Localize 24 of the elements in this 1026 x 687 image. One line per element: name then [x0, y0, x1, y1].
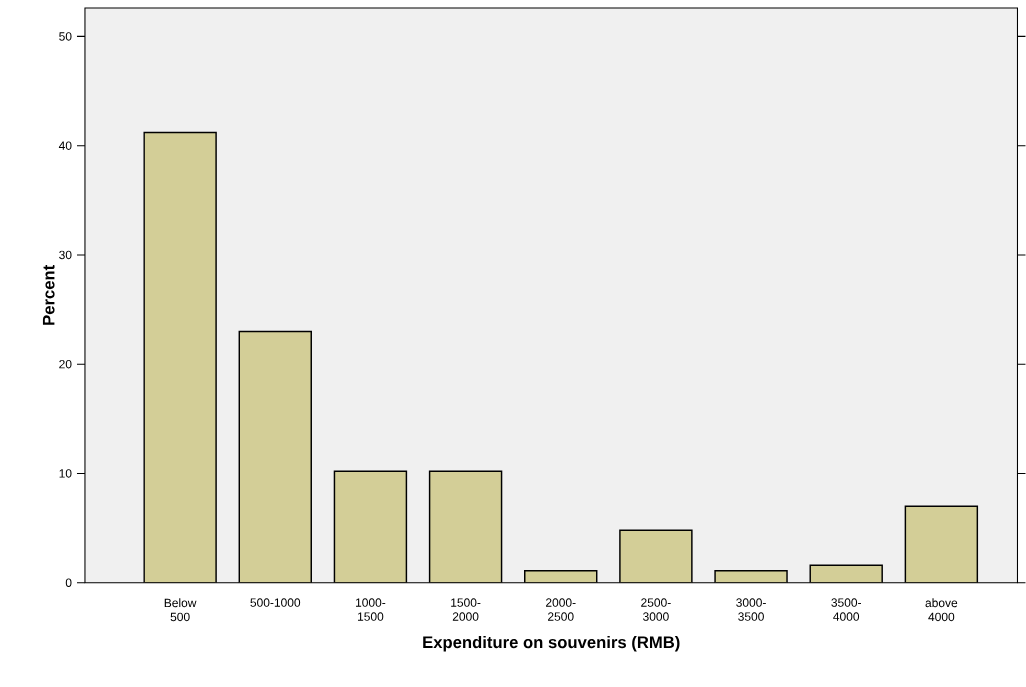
bar: [904, 505, 979, 583]
bar: [619, 530, 692, 583]
x-tick-label: 2500-3000: [641, 598, 671, 622]
y-tick-label: 10: [59, 469, 72, 478]
bar: [524, 570, 597, 583]
x-tick-label: 1000-1500: [356, 598, 386, 622]
x-tick-label: 2000-2500: [546, 598, 576, 622]
y-tick-label: 20: [59, 360, 72, 369]
x-tick-label: above 4000: [925, 598, 958, 622]
bar: [239, 331, 312, 583]
x-axis-title: Expenditure on souvenirs (RMB): [423, 636, 680, 652]
y-tick-label: 40: [58, 141, 72, 151]
x-tick-label: 3500-4000: [831, 598, 862, 622]
y-tick-label: 30: [59, 250, 72, 260]
x-tick-label: 1500-2000: [451, 598, 481, 622]
bar: [144, 132, 217, 583]
y-tick-label: 0: [65, 578, 72, 588]
x-tick-label: Below 500: [164, 598, 197, 622]
x-tick-label: 500-1000: [250, 598, 301, 608]
y-tick-label: 50: [59, 32, 72, 41]
bar: [334, 471, 407, 583]
x-tick-label: 3000-3500: [736, 598, 766, 622]
bar: [429, 471, 502, 583]
y-axis-title: Percent: [42, 265, 55, 325]
